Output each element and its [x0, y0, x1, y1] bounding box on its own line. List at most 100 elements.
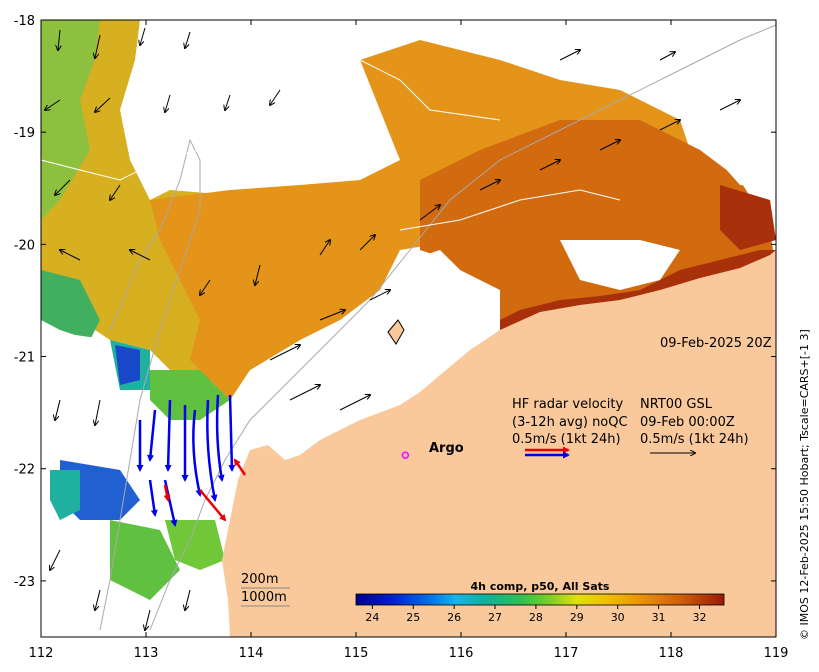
lat-tick-label: -23: [14, 575, 35, 590]
model-arrow: [50, 549, 61, 570]
radar-arrow-blue: [147, 409, 157, 462]
sst-region-teal: [50, 340, 150, 520]
radar-arrow-blue: [148, 479, 158, 517]
colorbar: [355, 593, 725, 606]
credit-label: © IMOS 12-Feb-2025 15:50 Hobart; Tscale=…: [798, 329, 811, 640]
nodata-east-holes: [410, 240, 680, 290]
argo-label: Argo: [429, 441, 464, 456]
model-arrow: [319, 240, 330, 256]
lat-tick-label: -20: [14, 238, 35, 253]
sst-region-green-patches: [41, 270, 100, 340]
nodata-southwest: [41, 330, 130, 470]
sst-region-green-coast: [165, 520, 225, 570]
model-arrow: [55, 399, 61, 420]
model-arrow: [719, 100, 740, 111]
model-current-arrows: [45, 27, 740, 630]
hf-radar-line1-right: NRT00 GSL: [640, 397, 713, 412]
model-arrow: [95, 34, 101, 58]
model-arrow: [185, 31, 191, 48]
model-arrow: [479, 180, 500, 191]
model-arrow: [60, 250, 81, 261]
colorbar-tick-label: 31: [652, 611, 666, 624]
colorbar-tick-label: 26: [447, 611, 461, 624]
sst-region-blue-west: [115, 345, 140, 385]
radar-arrow-blue: [206, 399, 218, 502]
contour-white: [40, 59, 621, 231]
model-arrow: [659, 120, 680, 131]
hf-radar-line1-left: HF radar velocity: [512, 397, 624, 412]
model-arrow: [140, 27, 146, 45]
lon-tick-label: 118: [659, 646, 684, 661]
colorbar-tick-label: 32: [692, 611, 706, 624]
model-arrow: [145, 609, 151, 630]
model-arrow: [319, 310, 345, 321]
lat-tick-label: -21: [14, 351, 35, 366]
colorbar-title: 4h comp, p50, All Sats: [471, 580, 610, 593]
model-arrow: [270, 89, 281, 105]
radar-arrow-red: [199, 489, 227, 522]
contour-label-200m: 200m: [241, 572, 278, 587]
hf-radar-line2-left: (3-12h avg) noQC: [512, 415, 628, 430]
sst-region-green-west: [41, 20, 100, 220]
lon-tick-label: 115: [344, 646, 369, 661]
model-arrow: [95, 399, 101, 425]
radar-arrow-blue: [215, 394, 225, 482]
model-arrow: [369, 290, 390, 301]
colorbar-ticks: 24 25 26 27 28 29 30 31 32: [365, 605, 706, 624]
model-arrow: [339, 395, 370, 411]
lat-tick-label: -18: [14, 14, 35, 29]
model-arrow: [539, 160, 560, 171]
model-arrow: [110, 184, 121, 200]
model-arrow: [185, 589, 191, 610]
land: [222, 250, 776, 637]
model-arrow: [95, 97, 111, 112]
model-arrow: [419, 205, 440, 221]
sst-region-green-south: [110, 370, 230, 600]
lon-tick-label: 114: [239, 646, 264, 661]
radar-arrow-blue: [164, 399, 172, 472]
model-arrow: [599, 140, 620, 151]
lon-tick-label: 112: [29, 646, 54, 661]
lat-tick-label: -19: [14, 126, 35, 141]
hf-radar-line3-left: 0.5m/s (1kt 24h): [512, 432, 621, 447]
axes-frame: [40, 19, 777, 638]
model-arrow: [269, 345, 300, 361]
lon-tick-label: 117: [554, 646, 579, 661]
lon-tick-label: 116: [449, 646, 474, 661]
nodata-northeast: [470, 20, 776, 190]
model-arrow: [659, 52, 675, 61]
argo-marker: [401, 451, 410, 460]
model-arrow: [55, 179, 71, 195]
model-arrow: [359, 235, 375, 251]
hf-radar-line2-right: 09-Feb 00:00Z: [640, 415, 735, 430]
nodata-north: [135, 20, 360, 180]
colorbar-tick-label: 29: [570, 611, 584, 624]
date-label: 09-Feb-2025 20Z: [660, 336, 772, 351]
lon-tick-label: 113: [134, 646, 159, 661]
model-arrow: [95, 589, 101, 610]
colorbar-tick-label: 30: [611, 611, 625, 624]
model-arrow: [289, 385, 320, 401]
model-arrow: [200, 279, 211, 295]
hf-radar-arrows: [136, 394, 247, 527]
model-arrow: [255, 264, 261, 285]
colorbar-tick-label: 24: [365, 611, 379, 624]
model-arrow: [559, 50, 580, 61]
model-arrow: [58, 29, 60, 50]
lon-axis: 112 113 114 115 116 117 118 119: [29, 20, 789, 661]
lat-axis: -18 -19 -20 -21 -22 -23: [14, 14, 776, 590]
lon-tick-label: 119: [764, 646, 789, 661]
contour-label-1000m: 1000m: [241, 590, 287, 605]
model-arrow: [165, 94, 171, 112]
radar-arrow-blue: [228, 394, 236, 472]
colorbar-tick-label: 28: [529, 611, 543, 624]
hf-radar-line3-right: 0.5m/s (1kt 24h): [640, 432, 749, 447]
model-arrow: [225, 94, 231, 110]
colorbar-tick-label: 27: [488, 611, 502, 624]
lat-tick-label: -22: [14, 463, 35, 478]
radar-arrow-blue: [192, 409, 203, 497]
model-arrow: [130, 250, 151, 261]
island: [387, 319, 405, 345]
nodata-shelf: [240, 270, 500, 460]
